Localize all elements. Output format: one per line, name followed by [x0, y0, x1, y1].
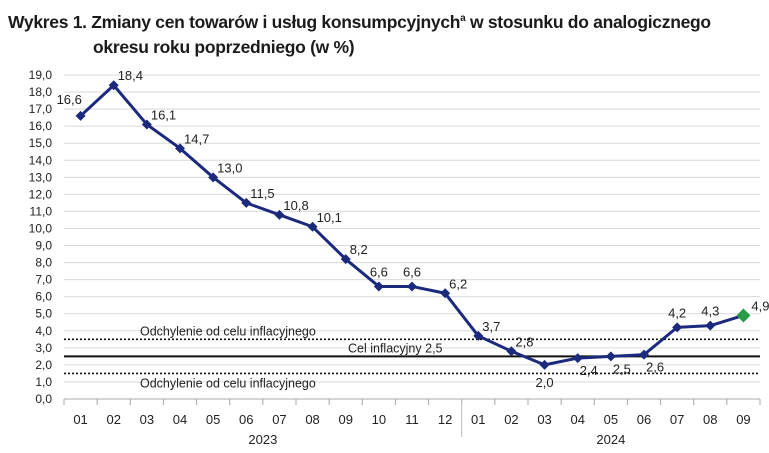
x-tick-label: 09: [736, 412, 750, 427]
data-point: [572, 353, 583, 364]
data-label: 2,4: [580, 363, 598, 378]
data-point: [75, 110, 86, 121]
x-tick-label: 08: [703, 412, 717, 427]
title-text-rest: w stosunku do analogicznego: [465, 11, 711, 32]
x-tick-label: 07: [670, 412, 684, 427]
y-tick-label: 12,0: [29, 187, 53, 201]
data-point: [307, 221, 318, 232]
x-tick-label: 03: [537, 412, 551, 427]
data-point: [506, 346, 517, 357]
data-label: 10,1: [317, 210, 342, 225]
y-tick-label: 18,0: [29, 85, 53, 99]
data-point: [672, 322, 683, 333]
data-label: 16,1: [151, 107, 176, 122]
data-point: [141, 119, 152, 130]
data-point: [407, 281, 417, 292]
y-tick-label: 6,0: [35, 290, 52, 304]
data-point: [705, 320, 716, 331]
data-point: [473, 330, 484, 341]
x-tick-label: 06: [637, 412, 651, 427]
y-tick-label: 7,0: [35, 273, 52, 287]
x-tick-label: 11: [405, 412, 419, 427]
data-point: [605, 351, 616, 362]
data-point: [274, 209, 285, 220]
x-tick-label: 03: [140, 412, 154, 427]
data-point: [208, 172, 219, 183]
title-line-2: okresu roku poprzedniego (w %): [93, 36, 355, 57]
y-tick-label: 9,0: [35, 239, 52, 253]
y-tick-label: 16,0: [29, 119, 53, 133]
x-tick-label: 02: [504, 412, 518, 427]
x-tick-label: 06: [239, 412, 253, 427]
title-text: Wykres 1. Zmiany cen towarów i usług kon…: [8, 11, 461, 32]
reference-line-label: Cel inflacyjny 2,5: [348, 341, 443, 355]
x-tick-label: 09: [338, 412, 352, 427]
data-label: 14,7: [184, 131, 209, 146]
title-footnote-mark: a: [460, 13, 466, 24]
y-tick-label: 13,0: [29, 170, 53, 184]
data-label: 4,3: [701, 304, 719, 319]
x-tick-label: 10: [372, 412, 386, 427]
data-label: 4,9: [751, 298, 769, 313]
data-label: 6,6: [370, 264, 388, 279]
x-tick-label: 02: [106, 412, 120, 427]
data-label: 16,6: [57, 92, 82, 107]
y-tick-label: 14,0: [29, 153, 53, 167]
year-label: 2024: [596, 432, 625, 447]
x-tick-label: 05: [206, 412, 220, 427]
y-tick-label: 11,0: [30, 204, 53, 218]
y-tick-label: 4,0: [35, 324, 52, 338]
data-point: [175, 143, 185, 154]
series-line: [79, 83, 744, 367]
data-label: 2,5: [613, 361, 631, 376]
year-label: 2023: [248, 432, 277, 447]
y-tick-label: 1,0: [35, 375, 52, 389]
data-label: 4,2: [668, 305, 686, 320]
data-label: 2,0: [536, 375, 554, 390]
x-tick-label: 05: [604, 412, 618, 427]
data-label: 6,2: [449, 276, 467, 291]
data-label: 2,6: [646, 360, 664, 375]
data-label: 2,8: [515, 334, 533, 349]
x-tick-label: 07: [272, 412, 286, 427]
y-tick-label: 0,0: [35, 392, 52, 406]
y-tick-label: 17,0: [29, 102, 53, 116]
data-label: 11,5: [250, 186, 274, 201]
x-tick-label: 08: [305, 412, 319, 427]
y-tick-label: 5,0: [35, 307, 52, 321]
x-tick-label: 04: [173, 412, 187, 427]
y-tick-label: 15,0: [29, 136, 53, 150]
data-label: 3,7: [482, 319, 500, 334]
data-point: [241, 197, 252, 208]
data-label: 10,8: [283, 198, 308, 213]
y-tick-label: 19,0: [29, 68, 53, 82]
data-point: [539, 359, 550, 370]
data-point: [639, 349, 649, 360]
chart-title: Wykres 1. Zmiany cen towarów i usług kon…: [0, 6, 769, 60]
data-label: 13,0: [217, 160, 242, 175]
x-tick-label: 01: [73, 412, 87, 427]
data-label: 6,6: [403, 264, 421, 279]
data-point: [108, 80, 119, 91]
y-tick-label: 10,0: [29, 221, 53, 235]
y-tick-label: 2,0: [35, 358, 52, 372]
y-tick-label: 8,0: [35, 256, 52, 270]
data-point: [340, 254, 351, 265]
data-label: 8,2: [350, 242, 368, 257]
reference-line-label: Odchylenie od celu inflacyjnego: [140, 324, 316, 338]
data-label: 18,4: [118, 68, 143, 83]
x-tick-label: 04: [570, 412, 584, 427]
y-tick-label: 3,0: [35, 341, 52, 355]
data-point: [440, 288, 451, 299]
reference-line-label: Odchylenie od celu inflacyjnego: [140, 376, 316, 390]
data-point-latest: [736, 308, 751, 323]
x-tick-label: 12: [438, 412, 452, 427]
data-point: [373, 281, 384, 292]
x-tick-label: 01: [471, 412, 485, 427]
